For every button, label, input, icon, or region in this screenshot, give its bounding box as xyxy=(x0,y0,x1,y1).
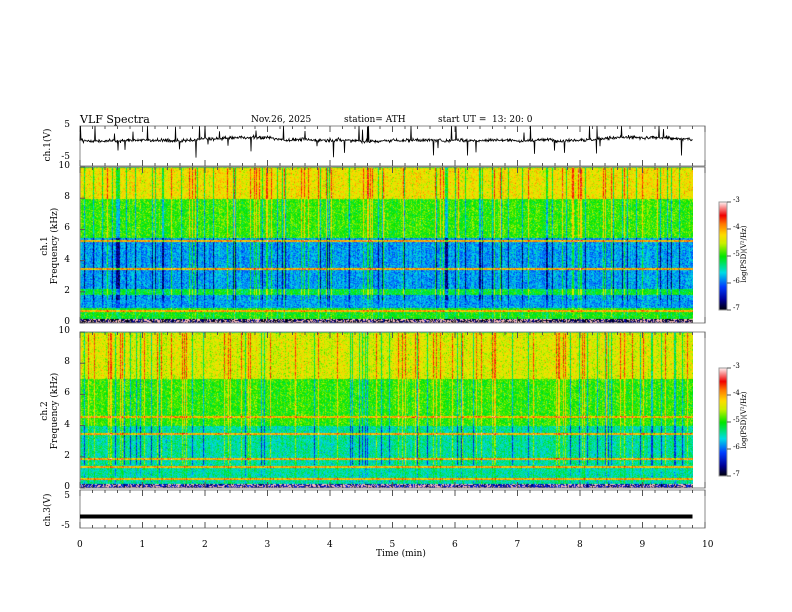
x-tick-label: 1 xyxy=(139,540,146,550)
date-label: Nov.26, 2025 xyxy=(251,115,312,125)
x-tick-label: 10 xyxy=(702,540,714,550)
ch1-freq-ytick-label: 8 xyxy=(64,192,70,203)
colorbar-tick-label: -6 xyxy=(733,277,740,285)
colorbar-tick-label: -3 xyxy=(733,196,740,204)
x-tick-label: 8 xyxy=(577,540,583,550)
x-tick-label: 2 xyxy=(202,540,208,550)
ch2-freq-ytick-label: 6 xyxy=(64,388,70,399)
colorbar-tick-label: -5 xyxy=(733,250,740,258)
colorbar-tick-label: -7 xyxy=(733,470,740,478)
colorbar-tick-label: -7 xyxy=(733,304,740,312)
ch2-colorbar xyxy=(719,368,727,476)
ch2-freq-ylabel: ch.2 Frequency (kHz) xyxy=(40,361,60,461)
x-tick-label: 3 xyxy=(264,540,271,550)
ch1-freq-ytick-label: 0 xyxy=(64,317,70,327)
station-label: station= ATH xyxy=(344,115,406,125)
ch3-ytick-label: -5 xyxy=(61,521,70,531)
colorbar-tick-label: -4 xyxy=(733,389,740,397)
ch3-waveform-line xyxy=(80,514,693,519)
ch1-spectrogram xyxy=(80,167,693,323)
colorbar-tick-label: -5 xyxy=(733,416,740,424)
ch1-waveform-line xyxy=(79,125,693,158)
ch2-freq-ytick-label: 8 xyxy=(64,357,70,368)
start-ut-value: 13: 20: 0 xyxy=(492,115,533,125)
x-tick-label: 6 xyxy=(452,540,458,550)
ch1-freq-ylabel-line1: ch.1 xyxy=(40,236,50,256)
colorbar-tick-label: -3 xyxy=(733,362,740,370)
colorbar-frame xyxy=(718,201,728,311)
colorbar-tick-label: -6 xyxy=(733,443,740,451)
ch1-freq-ytick-label: 10 xyxy=(58,161,70,171)
ch2-freq-ytick-label: 10 xyxy=(58,326,70,336)
ch2-spectrogram xyxy=(80,332,693,488)
ch1-ytick-label: -5 xyxy=(61,152,70,162)
plot-title: VLF Spectra xyxy=(80,113,150,126)
colorbar-tick-label: -4 xyxy=(733,223,740,231)
panel-frame-2 xyxy=(79,166,706,324)
ch1-ytick-label: 5 xyxy=(64,120,70,130)
ch2-freq-ylabel-line2: Frequency (kHz) xyxy=(50,372,60,450)
ch2-colorbar-label: log(PSD)(V²/Hz) xyxy=(740,391,748,449)
ch2-freq-ylabel-line1: ch.2 xyxy=(40,401,50,421)
panel-frame-3 xyxy=(79,331,706,489)
start-ut-label: start UT = xyxy=(438,115,487,125)
ch2-freq-ytick-label: 0 xyxy=(64,482,70,492)
ch2-freq-ytick-label: 4 xyxy=(64,419,70,430)
x-axis-label: Time (min) xyxy=(376,549,426,559)
ch2-freq-ytick-label: 2 xyxy=(64,450,70,461)
colorbar-frame xyxy=(718,367,728,477)
x-tick-label: 9 xyxy=(639,540,646,550)
ch1-freq-ytick-label: 4 xyxy=(64,254,70,265)
x-tick-label: 7 xyxy=(514,540,521,550)
ch1-freq-ytick-label: 6 xyxy=(64,223,70,234)
x-tick-label: 4 xyxy=(327,540,333,550)
ch3-ylabel: ch.3(V) xyxy=(43,493,53,527)
x-tick-label: 0 xyxy=(77,540,83,550)
ch1-freq-ytick-label: 2 xyxy=(64,285,70,296)
x-tick-label: 5 xyxy=(389,540,396,550)
ch1-colorbar xyxy=(719,202,727,310)
ch1-colorbar-label: log(PSD)(V²/Hz) xyxy=(740,225,748,283)
ch1-freq-ylabel: ch.1 Frequency (kHz) xyxy=(40,196,60,296)
ch3-ytick-label: 5 xyxy=(64,491,70,501)
ch1-freq-ylabel-line2: Frequency (kHz) xyxy=(50,207,60,285)
ch1-ylabel: ch.1(V) xyxy=(43,128,53,162)
